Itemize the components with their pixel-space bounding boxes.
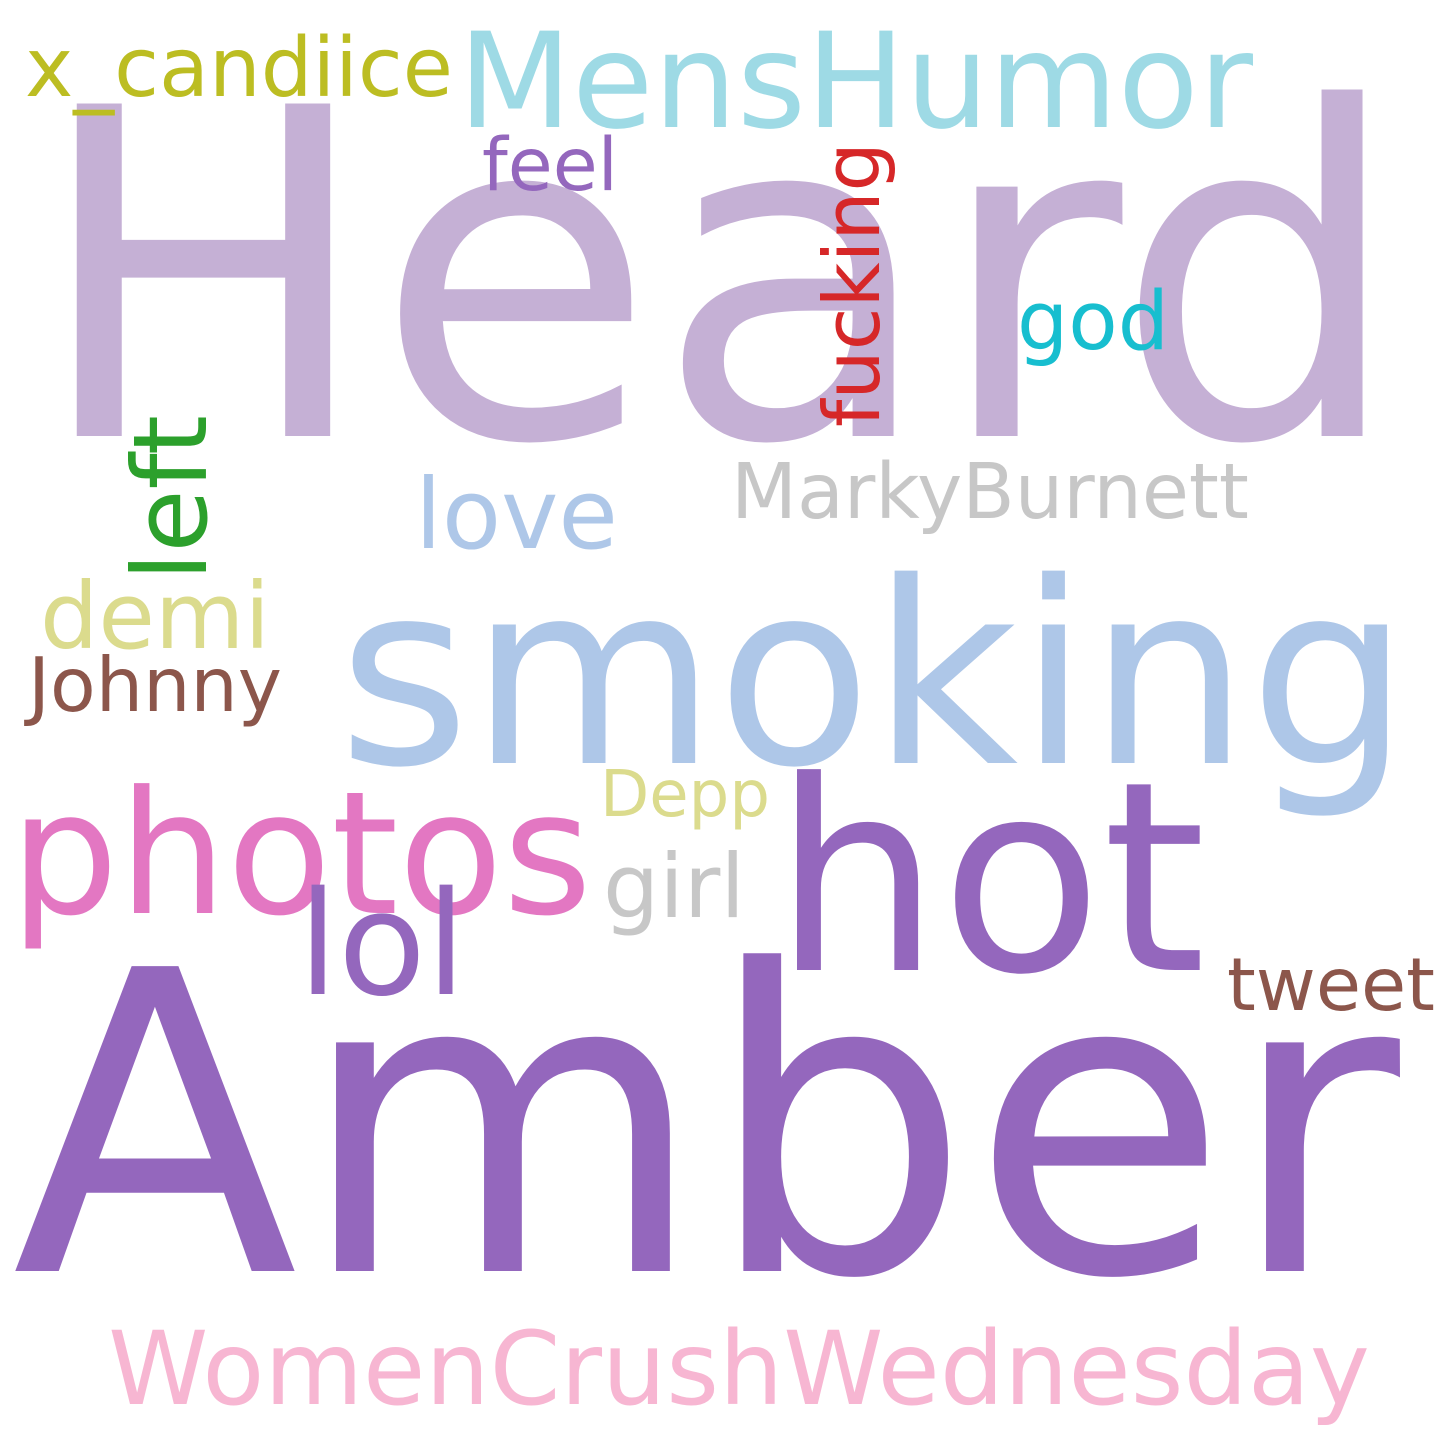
word-feel: feel [482, 122, 618, 208]
word-smoking: smoking [338, 527, 1410, 823]
word-amber: Amber [12, 883, 1400, 1371]
word-photos: photos [10, 754, 592, 954]
word-johnny: Johnny [28, 642, 282, 730]
word-tweet: tweet [1227, 942, 1435, 1028]
word-markyburnett: MarkyBurnett [731, 448, 1249, 538]
word-x-candiice: x_candiice [25, 21, 453, 117]
word-left: left [112, 415, 232, 581]
word-menshumor: MensHumor [458, 4, 1254, 159]
word-depp: Depp [600, 758, 770, 832]
word-demi: demi [40, 563, 270, 670]
word-girl: girl [603, 835, 745, 939]
word-fucking: fucking [807, 142, 898, 427]
word-womencrushwednesday: WomenCrushWednesday [108, 1310, 1370, 1429]
word-love: love [415, 457, 618, 571]
word-god: god [1017, 275, 1169, 370]
word-heard: Heard [32, 13, 1404, 544]
word-lol: lol [298, 860, 466, 1028]
word-hot: hot [773, 725, 1206, 1033]
